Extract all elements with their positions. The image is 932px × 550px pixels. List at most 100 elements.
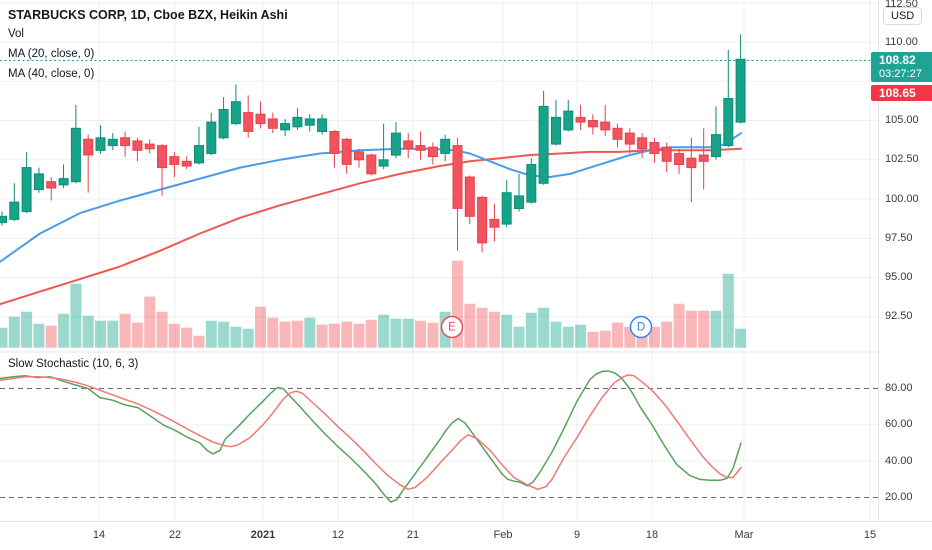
stochastic-pane-title[interactable]: Slow Stochastic (10, 6, 3) bbox=[8, 358, 139, 370]
candle-up bbox=[21, 167, 32, 213]
candle-down bbox=[341, 138, 352, 165]
volume-bar bbox=[661, 321, 673, 348]
volume-bar bbox=[181, 327, 193, 348]
volume-bar bbox=[624, 326, 636, 348]
candle-down bbox=[575, 116, 586, 123]
candle-down bbox=[144, 143, 155, 150]
price-tick-label: 100.00 bbox=[885, 192, 919, 205]
volume-bar bbox=[230, 326, 242, 348]
candle-down bbox=[698, 154, 709, 162]
volume-bar bbox=[107, 320, 119, 348]
volume-bar bbox=[267, 317, 279, 348]
price-tick-label: 105.00 bbox=[885, 114, 919, 126]
candle-up bbox=[317, 118, 328, 133]
price-tick-label: 92.50 bbox=[885, 310, 913, 323]
candle-up bbox=[390, 132, 401, 156]
candle-up bbox=[563, 110, 574, 131]
candle-down bbox=[600, 121, 611, 131]
volume-bar bbox=[328, 323, 340, 348]
candle-down bbox=[267, 118, 278, 129]
time-tick-label: 15 bbox=[863, 529, 877, 541]
candle-up bbox=[95, 137, 106, 151]
volume-bar bbox=[45, 325, 57, 348]
candle-up bbox=[514, 195, 524, 209]
candle-up bbox=[9, 201, 20, 220]
volume-bar bbox=[0, 327, 8, 348]
volume-bar bbox=[21, 311, 33, 348]
earnings-marker-icon[interactable] bbox=[440, 315, 464, 339]
volume-bar bbox=[8, 316, 20, 348]
candle-up bbox=[526, 164, 537, 203]
candle-down bbox=[169, 156, 180, 165]
prev-close-badge: 108.65 bbox=[871, 85, 932, 101]
price-tick-label: 112.50 bbox=[885, 0, 918, 10]
volume-bar bbox=[255, 306, 266, 348]
stoch-tick-label: 60.00 bbox=[885, 418, 913, 431]
volume-bar bbox=[402, 318, 414, 348]
volume-bar bbox=[722, 273, 734, 348]
legend-volume[interactable]: Vol bbox=[8, 28, 24, 40]
symbol-title[interactable]: STARBUCKS CORP, 1D, Cboe BZX, Heikin Ash… bbox=[8, 8, 288, 22]
volume-bar bbox=[119, 313, 131, 348]
legend-ma20[interactable]: MA (20, close, 0) bbox=[8, 48, 95, 60]
candle-up bbox=[378, 159, 389, 167]
volume-bar bbox=[698, 310, 710, 348]
last-price-badge: 108.82 03:27:27 bbox=[871, 52, 932, 82]
stoch-tick-label: 80.00 bbox=[885, 382, 913, 394]
volume-bar bbox=[648, 326, 660, 348]
candle-down bbox=[120, 137, 131, 147]
price-tick-label: 95.00 bbox=[885, 271, 913, 283]
volume-bar bbox=[378, 314, 390, 348]
candle-up bbox=[538, 105, 549, 184]
time-tick-label: Mar bbox=[734, 529, 754, 541]
volume-bar bbox=[218, 321, 230, 348]
dividend-marker-icon[interactable] bbox=[629, 315, 653, 339]
candle-down bbox=[452, 145, 463, 209]
candle-down bbox=[489, 218, 500, 228]
candle-up bbox=[501, 192, 512, 225]
candle-up bbox=[735, 58, 746, 123]
volume-bar bbox=[550, 321, 562, 348]
volume-bar bbox=[612, 322, 623, 348]
candle-up bbox=[70, 127, 81, 183]
candle-down bbox=[477, 196, 488, 244]
volume-bar bbox=[82, 315, 94, 348]
time-tick-label: 9 bbox=[573, 529, 581, 541]
candle-down bbox=[612, 127, 623, 140]
price-tick-label: 102.50 bbox=[885, 153, 919, 166]
volume-bar bbox=[415, 320, 426, 348]
candle-down bbox=[674, 153, 685, 165]
candle-up bbox=[218, 109, 229, 139]
time-tick-label: 12 bbox=[331, 529, 345, 541]
volume-bar bbox=[33, 323, 45, 348]
candle-down bbox=[132, 140, 143, 151]
volume-bar bbox=[513, 326, 525, 348]
candle-down bbox=[83, 138, 94, 156]
candle-up bbox=[33, 173, 44, 191]
time-axis[interactable]: 14 22 2021 12 21 Feb 9 18 Mar 15 bbox=[0, 521, 932, 550]
volume-bar bbox=[599, 330, 611, 348]
volume-bar bbox=[685, 310, 697, 348]
candle-down bbox=[649, 142, 660, 154]
volume-bar bbox=[488, 311, 500, 348]
volume-bar bbox=[562, 326, 574, 348]
dividend-marker-letter: D bbox=[637, 322, 645, 334]
legend-ma40[interactable]: MA (40, close, 0) bbox=[8, 68, 95, 80]
candle-down bbox=[661, 146, 672, 162]
time-tick-label: 14 bbox=[92, 529, 106, 541]
time-tick-label: 21 bbox=[406, 529, 420, 541]
stoch-tick-label: 40.00 bbox=[885, 454, 913, 467]
ma20-line bbox=[0, 132, 742, 263]
volume-bar bbox=[95, 320, 106, 348]
candle-up bbox=[0, 215, 7, 224]
volume-bar bbox=[156, 311, 168, 348]
volume-bar bbox=[279, 321, 291, 348]
bar-countdown: 03:27:27 bbox=[879, 68, 922, 80]
currency-toggle-button[interactable]: USD bbox=[883, 7, 923, 25]
volume-bar bbox=[710, 310, 722, 348]
candle-down bbox=[427, 146, 438, 158]
candle-down bbox=[464, 176, 475, 217]
volume-bar bbox=[538, 307, 550, 348]
volume-bar bbox=[476, 307, 488, 348]
